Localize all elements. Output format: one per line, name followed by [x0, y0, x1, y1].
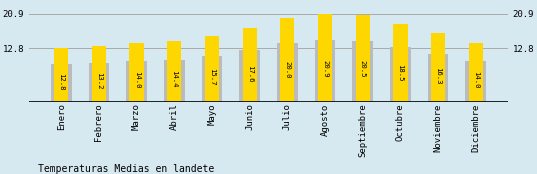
Bar [205, 36, 219, 102]
Text: 14.0: 14.0 [473, 71, 479, 88]
Bar [126, 61, 147, 102]
Bar [240, 50, 260, 102]
Bar [355, 15, 370, 102]
Bar [393, 24, 408, 102]
Bar [427, 54, 448, 102]
Bar [469, 43, 483, 102]
Text: 16.3: 16.3 [435, 67, 441, 85]
Bar [201, 56, 222, 102]
Bar [390, 47, 411, 102]
Text: 15.7: 15.7 [209, 68, 215, 86]
Text: 20.9: 20.9 [322, 60, 328, 77]
Text: 17.6: 17.6 [246, 65, 253, 83]
Text: 18.5: 18.5 [397, 64, 403, 81]
Text: 12.8: 12.8 [58, 73, 64, 90]
Bar [466, 61, 486, 102]
Bar [164, 60, 185, 102]
Bar [431, 33, 445, 102]
Bar [51, 64, 71, 102]
Bar [318, 14, 332, 102]
Bar [129, 43, 144, 102]
Bar [92, 46, 106, 102]
Bar [243, 28, 257, 102]
Bar [280, 18, 294, 102]
Text: 20.0: 20.0 [284, 61, 291, 79]
Bar [89, 63, 110, 102]
Text: 14.0: 14.0 [134, 71, 140, 88]
Bar [167, 41, 182, 102]
Bar [54, 48, 68, 102]
Text: 13.2: 13.2 [96, 72, 102, 90]
Text: 20.5: 20.5 [360, 61, 366, 78]
Bar [277, 43, 297, 102]
Bar [315, 40, 336, 102]
Bar [352, 41, 373, 102]
Text: Temperaturas Medias en landete: Temperaturas Medias en landete [38, 164, 214, 174]
Text: 14.4: 14.4 [171, 70, 177, 88]
